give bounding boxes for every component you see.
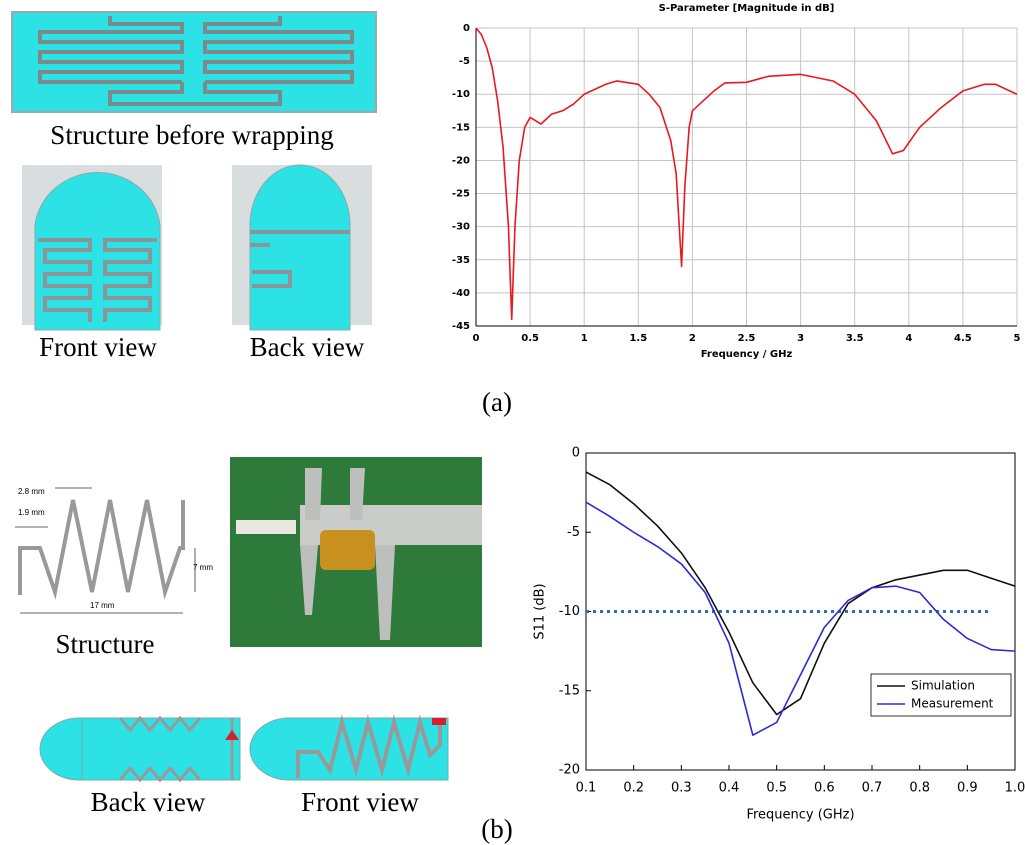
x-tick-label: 0.7 [862, 781, 883, 796]
x-tick-label: 3 [797, 333, 804, 344]
back-view-model [40, 718, 240, 780]
figure: Structure before wrapping Front view Bac… [0, 0, 1025, 845]
y-tick-label: -20 [559, 763, 580, 778]
x-tick-label: 0.5 [521, 333, 539, 344]
photo [230, 457, 482, 647]
y-tick-label: -5 [567, 525, 580, 540]
dimension-label: 1.9 mm [18, 508, 45, 517]
chart-title: S-Parameter [Magnitude in dB] [659, 3, 835, 14]
caption: Back view [250, 332, 365, 362]
y-axis-label: S11 (dB) [533, 583, 548, 639]
panel-label: (a) [482, 387, 512, 417]
y-tick-label: -10 [452, 89, 470, 100]
x-tick-label: 0.8 [909, 781, 930, 796]
y-tick-label: -20 [452, 155, 470, 166]
x-tick-label: 1.5 [629, 333, 647, 344]
back-view-model [232, 165, 372, 330]
caption: Back view [91, 787, 206, 817]
front-view-model [22, 165, 162, 330]
y-tick-label: -30 [452, 222, 470, 233]
legend-label: Simulation [911, 679, 975, 693]
y-tick-label: -5 [459, 56, 470, 67]
dimension-label: 7 mm [193, 563, 213, 572]
x-tick-label: 0.6 [814, 781, 835, 796]
front-view-model [250, 718, 448, 780]
x-tick-label: 0.2 [623, 781, 644, 796]
x-axis-label: Frequency (GHz) [746, 808, 854, 823]
caption: Front view [301, 787, 419, 817]
flat-structure [12, 12, 376, 112]
x-tick-label: 2 [689, 333, 696, 344]
y-tick-label: 0 [572, 446, 580, 461]
x-tick-label: 0.5 [766, 781, 787, 796]
caption: Structure before wrapping [50, 120, 333, 150]
zigzag-structure [15, 488, 195, 613]
x-tick-label: 0.1 [576, 781, 597, 796]
y-tick-label: -10 [559, 604, 580, 619]
y-tick-label: -25 [452, 189, 470, 200]
x-tick-label: 0 [473, 333, 480, 344]
caption: Structure [56, 629, 155, 659]
caption: Front view [39, 332, 157, 362]
x-tick-label: 1.0 [1005, 781, 1025, 796]
panel-label: (b) [481, 814, 512, 844]
x-tick-label: 1 [581, 333, 588, 344]
x-tick-label: 2.5 [738, 333, 756, 344]
dimension-label: 2.8 mm [18, 487, 45, 496]
x-tick-label: 0.4 [719, 781, 740, 796]
y-tick-label: -15 [452, 122, 470, 133]
legend-label: Measurement [911, 697, 994, 711]
x-tick-label: 5 [1014, 333, 1021, 344]
y-tick-label: -35 [452, 255, 470, 266]
dimension-label: 17 mm [90, 601, 115, 610]
y-tick-label: -15 [559, 683, 580, 698]
x-tick-label: 4.5 [954, 333, 972, 344]
x-tick-label: 0.9 [957, 781, 978, 796]
x-tick-label: 3.5 [846, 333, 864, 344]
y-tick-label: -40 [452, 288, 470, 299]
y-tick-label: -45 [452, 321, 470, 332]
x-tick-label: 0.3 [671, 781, 692, 796]
y-tick-label: 0 [463, 23, 470, 34]
x-axis-label: Frequency / GHz [701, 349, 793, 360]
x-tick-label: 4 [905, 333, 912, 344]
